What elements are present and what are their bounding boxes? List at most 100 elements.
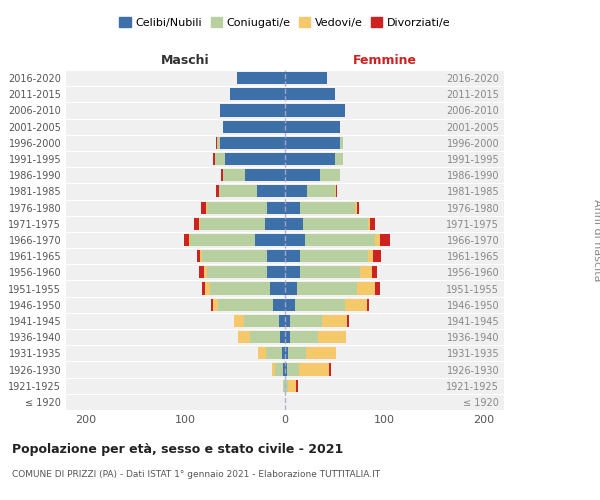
Bar [295, 298, 345, 311]
Bar [208, 202, 267, 213]
Bar [211, 298, 214, 311]
Bar [220, 186, 257, 198]
Bar [347, 315, 349, 327]
Bar [217, 186, 220, 198]
Bar [359, 266, 371, 278]
Bar [285, 88, 335, 101]
Bar [211, 282, 270, 294]
Bar [250, 331, 280, 343]
Bar [285, 169, 320, 181]
Bar [336, 186, 337, 198]
Bar [208, 266, 267, 278]
Bar [285, 137, 340, 149]
Bar [287, 364, 299, 376]
Bar [300, 202, 355, 213]
Bar [272, 364, 275, 376]
Bar [190, 234, 255, 246]
Bar [285, 266, 300, 278]
Bar [238, 331, 250, 343]
Bar [297, 282, 356, 294]
Bar [285, 234, 305, 246]
Bar [299, 364, 329, 376]
Bar [283, 364, 285, 376]
Bar [245, 169, 285, 181]
Bar [285, 331, 290, 343]
Bar [273, 298, 285, 311]
Bar [288, 348, 306, 360]
Bar [267, 250, 285, 262]
Bar [285, 104, 345, 117]
Bar [285, 218, 303, 230]
Bar [356, 282, 374, 294]
Text: Anni di nascita: Anni di nascita [592, 198, 600, 281]
Bar [345, 298, 367, 311]
Bar [380, 234, 389, 246]
Bar [285, 364, 287, 376]
Text: Maschi: Maschi [161, 54, 210, 67]
Bar [307, 186, 335, 198]
Bar [258, 348, 266, 360]
Bar [285, 282, 297, 294]
Bar [265, 218, 285, 230]
Bar [335, 186, 336, 198]
Bar [320, 169, 340, 181]
Bar [374, 234, 380, 246]
Bar [202, 282, 205, 294]
Bar [296, 380, 298, 392]
Bar [285, 120, 340, 132]
Bar [285, 380, 288, 392]
Bar [221, 169, 223, 181]
Bar [220, 104, 285, 117]
Y-axis label: Fasce di età: Fasce di età [0, 207, 3, 273]
Bar [335, 153, 343, 165]
Bar [303, 218, 368, 230]
Bar [202, 202, 206, 213]
Bar [356, 202, 359, 213]
Bar [370, 218, 374, 230]
Bar [282, 348, 285, 360]
Bar [200, 250, 202, 262]
Bar [322, 315, 347, 327]
Bar [368, 250, 373, 262]
Bar [285, 202, 300, 213]
Bar [214, 298, 218, 311]
Bar [300, 250, 368, 262]
Text: Popolazione per età, sesso e stato civile - 2021: Popolazione per età, sesso e stato civil… [12, 442, 343, 456]
Bar [371, 266, 377, 278]
Bar [234, 315, 244, 327]
Bar [200, 218, 265, 230]
Bar [275, 364, 283, 376]
Bar [285, 186, 307, 198]
Bar [285, 250, 300, 262]
Bar [184, 234, 190, 246]
Bar [244, 315, 279, 327]
Bar [368, 218, 370, 230]
Bar [329, 364, 331, 376]
Bar [205, 282, 211, 294]
Bar [285, 348, 288, 360]
Bar [218, 298, 273, 311]
Text: COMUNE DI PRIZZI (PA) - Dati ISTAT 1° gennaio 2021 - Elaborazione TUTTITALIA.IT: COMUNE DI PRIZZI (PA) - Dati ISTAT 1° ge… [12, 470, 380, 479]
Legend: Celibi/Nubili, Coniugati/e, Vedovi/e, Divorziati/e: Celibi/Nubili, Coniugati/e, Vedovi/e, Di… [117, 15, 453, 30]
Bar [306, 348, 336, 360]
Bar [285, 298, 295, 311]
Bar [373, 250, 380, 262]
Bar [199, 218, 200, 230]
Bar [305, 234, 374, 246]
Bar [318, 331, 346, 343]
Bar [205, 266, 208, 278]
Bar [217, 137, 220, 149]
Bar [285, 153, 335, 165]
Bar [340, 137, 343, 149]
Bar [290, 331, 318, 343]
Bar [197, 250, 200, 262]
Bar [255, 234, 285, 246]
Bar [194, 218, 199, 230]
Bar [206, 202, 208, 213]
Bar [223, 169, 245, 181]
Bar [223, 120, 285, 132]
Bar [285, 72, 327, 84]
Bar [257, 186, 285, 198]
Bar [267, 266, 285, 278]
Bar [237, 72, 285, 84]
